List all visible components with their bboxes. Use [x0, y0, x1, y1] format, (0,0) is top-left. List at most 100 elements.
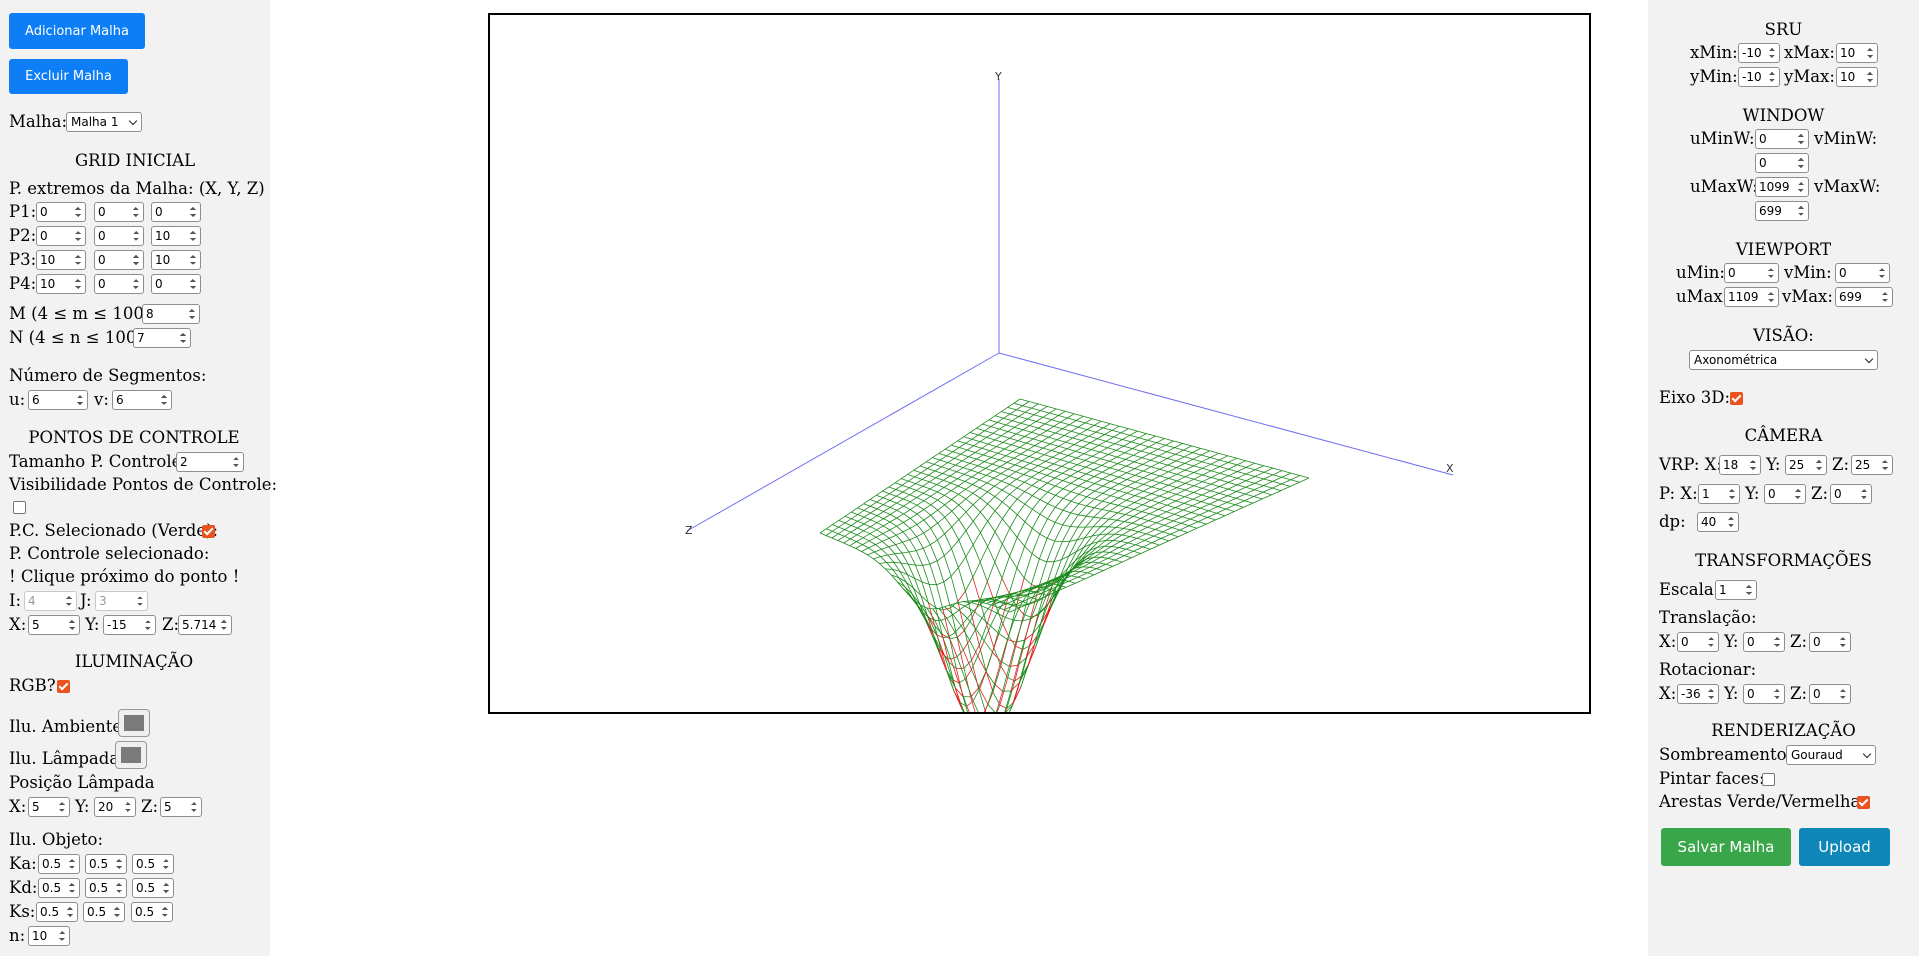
vmax-input[interactable]: 699 — [1835, 287, 1893, 307]
mesh-edge — [1171, 527, 1180, 531]
upload-button[interactable]: Upload — [1799, 828, 1890, 866]
lamp-y-input[interactable]: 20 — [94, 797, 136, 817]
mesh-edge — [916, 604, 924, 613]
ambient-color-picker[interactable] — [118, 709, 150, 737]
shading-select[interactable]: Gouraud — [1786, 745, 1876, 765]
n-exp-input[interactable]: 10 — [28, 926, 70, 946]
p-y-input[interactable]: 0 — [1764, 484, 1806, 504]
p-x-input[interactable]: 1 — [1698, 484, 1740, 504]
mesh-edge — [905, 581, 914, 589]
ymin-label: yMin: — [1690, 67, 1738, 86]
delete-mesh-button[interactable]: Excluir Malha — [9, 59, 128, 94]
p2-z-input[interactable]: 10 — [151, 226, 201, 246]
p4-z-input[interactable]: 0 — [151, 274, 201, 294]
mesh-edge — [1060, 567, 1069, 576]
uminw-input[interactable]: 0 — [1755, 129, 1809, 149]
ks-g-input[interactable]: 0.5 — [83, 902, 125, 922]
r-z-input[interactable]: 0 — [1809, 684, 1851, 704]
cp-visibility-checkbox[interactable] — [13, 501, 26, 514]
p4-y-input[interactable]: 0 — [94, 274, 144, 294]
vrp-y-input[interactable]: 25 — [1785, 455, 1827, 475]
mesh-edge — [1045, 463, 1054, 469]
mesh-edge — [1072, 433, 1081, 439]
ka-r-input[interactable]: 0.5 — [38, 854, 80, 874]
lamp-color-picker[interactable] — [115, 741, 147, 769]
render-canvas[interactable]: Y X Z — [488, 13, 1591, 714]
vmaxw-input[interactable]: 699 — [1755, 201, 1809, 221]
rgb-checkbox[interactable] — [57, 680, 70, 693]
ymin-input[interactable]: -10 — [1738, 67, 1780, 87]
lamp-x-input[interactable]: 5 — [28, 797, 70, 817]
mesh-edge — [1009, 527, 1018, 538]
vrp-x-input[interactable]: 18 — [1719, 455, 1761, 475]
projection-select[interactable]: Axonométrica — [1689, 350, 1878, 370]
mesh-edge — [1077, 460, 1086, 466]
sel-y-input[interactable]: -15 — [103, 615, 156, 635]
mesh-edge — [1188, 521, 1199, 527]
dp-input[interactable]: 40 — [1697, 512, 1739, 532]
sel-x-input[interactable]: 5 — [28, 615, 80, 635]
xmax-input[interactable]: 10 — [1836, 43, 1878, 63]
add-mesh-button[interactable]: Adicionar Malha — [9, 13, 145, 49]
xmin-input[interactable]: -10 — [1738, 43, 1780, 63]
p1-y-input[interactable]: 0 — [94, 202, 144, 222]
cp-selected-green-checkbox[interactable] — [202, 525, 215, 538]
n-input[interactable]: 7 — [133, 328, 191, 348]
p1-z-input[interactable]: 0 — [151, 202, 201, 222]
mesh-edge — [868, 544, 876, 549]
umaxw-input[interactable]: 1099 — [1755, 177, 1809, 197]
r-y-input[interactable]: 0 — [1743, 684, 1785, 704]
t-z-input[interactable]: 0 — [1809, 632, 1851, 652]
p4-x-input[interactable]: 10 — [36, 274, 86, 294]
t-x-input[interactable]: 0 — [1677, 632, 1719, 652]
vminw-input[interactable]: 0 — [1755, 153, 1809, 173]
ks-r-input[interactable]: 0.5 — [36, 902, 78, 922]
mesh-edge — [1110, 495, 1119, 499]
mesh-edge — [1116, 452, 1125, 458]
axis3d-checkbox[interactable] — [1730, 392, 1743, 405]
ka-g-input[interactable]: 0.5 — [85, 854, 127, 874]
scale-input[interactable]: 1 — [1715, 580, 1757, 600]
lamp-z-input[interactable]: 5 — [160, 797, 202, 817]
kd-r-input[interactable]: 0.5 — [38, 878, 80, 898]
p3-x-input[interactable]: 10 — [36, 250, 86, 270]
mesh-edge — [1040, 608, 1051, 623]
mesh-edge — [1176, 493, 1185, 498]
umax-input[interactable]: 1109 — [1724, 287, 1779, 307]
p2-y-input[interactable]: 0 — [94, 226, 144, 246]
mesh-edge — [1023, 474, 1032, 478]
p2-x-input[interactable]: 0 — [36, 226, 86, 246]
edges-checkbox[interactable] — [1857, 796, 1870, 809]
ks-b-input[interactable]: 0.5 — [131, 902, 173, 922]
mesh-edge — [977, 655, 987, 672]
mesh-edge — [1009, 556, 1018, 569]
t-y-input[interactable]: 0 — [1743, 632, 1785, 652]
ymax-input[interactable]: 10 — [1836, 67, 1878, 87]
umin-input[interactable]: 0 — [1724, 263, 1779, 283]
cp-size-input[interactable]: 2 — [176, 452, 244, 472]
paint-faces-checkbox[interactable] — [1762, 773, 1775, 786]
mesh-edge — [1127, 542, 1136, 546]
kd-g-input[interactable]: 0.5 — [85, 878, 127, 898]
vrp-z-input[interactable]: 25 — [1851, 455, 1893, 475]
r-x-input[interactable]: -36 — [1677, 684, 1719, 704]
mesh-edge — [1024, 618, 1032, 641]
p-z-input[interactable]: 0 — [1830, 484, 1872, 504]
mesh-select[interactable]: Malha 1 — [66, 112, 142, 132]
mesh-edge — [971, 472, 979, 478]
p1-x-input[interactable]: 0 — [36, 202, 86, 222]
u-input[interactable]: 6 — [28, 390, 88, 410]
p3-y-input[interactable]: 0 — [94, 250, 144, 270]
mesh-edge — [992, 652, 1002, 662]
sel-z-input[interactable]: 5.714 — [178, 615, 232, 635]
ka-b-input[interactable]: 0.5 — [132, 854, 174, 874]
m-input[interactable]: 8 — [142, 304, 200, 324]
mesh-edge — [1125, 459, 1135, 463]
p3-z-input[interactable]: 10 — [151, 250, 201, 270]
mesh-edge — [1062, 498, 1072, 502]
mesh-edge — [1025, 644, 1035, 659]
vmin-input[interactable]: 0 — [1835, 263, 1890, 283]
kd-b-input[interactable]: 0.5 — [132, 878, 174, 898]
v-input[interactable]: 6 — [112, 390, 172, 410]
save-mesh-button[interactable]: Salvar Malha — [1661, 828, 1791, 866]
